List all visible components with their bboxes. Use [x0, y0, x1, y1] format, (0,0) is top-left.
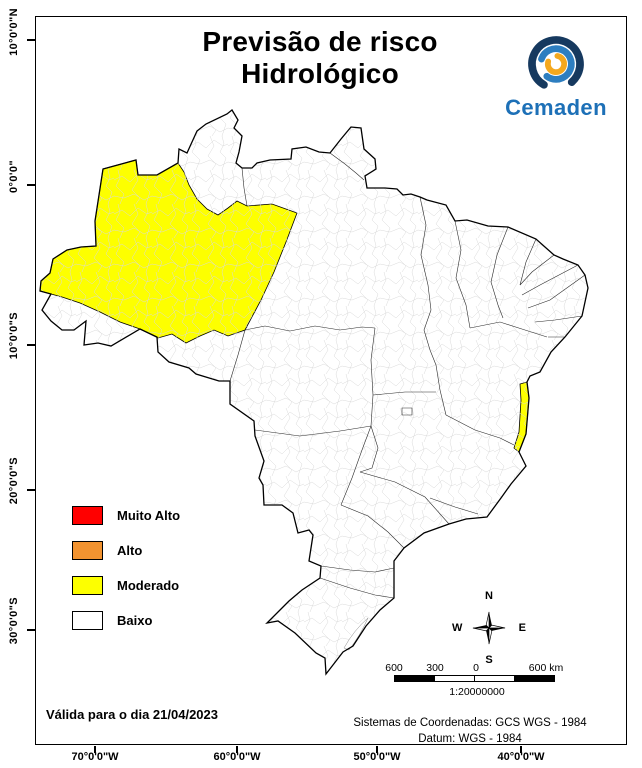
legend-label-alto: Alto: [117, 542, 143, 558]
scale-bar-segments: [394, 675, 555, 682]
compass-star-icon: [472, 611, 506, 645]
legend-swatch-baixo: [72, 610, 103, 630]
legend-swatch-muito-alto: [72, 505, 103, 525]
lat-label-30s: 30°0'0"S: [8, 597, 20, 645]
state-boundaries: [229, 152, 586, 599]
lon-tick: [520, 746, 522, 753]
lat-tick: [27, 184, 35, 186]
scale-bar: 600 300 0 600 km 1:20000000: [385, 662, 564, 698]
lon-label-50w: 50°0'0"W: [353, 751, 401, 763]
scale-segment: [474, 675, 515, 682]
compass-north-label: N: [485, 590, 493, 602]
title-line-2: Hidrológico: [241, 57, 399, 89]
lon-label-70w: 70°0'0"W: [71, 751, 119, 763]
compass-west-label: W: [452, 622, 463, 634]
legend-row-baixo: Baixo: [72, 610, 180, 630]
lon-tick: [376, 746, 378, 753]
scale-ratio: 1:20000000: [449, 686, 505, 698]
scale-segment: [394, 675, 435, 682]
lat-label-10n: 10°0'0"N: [8, 8, 20, 56]
legend-label-muito-alto: Muito Alto: [117, 507, 181, 523]
title-line-1: Previsão de risco: [202, 26, 438, 57]
lon-label-40w: 40°0'0"W: [497, 751, 545, 763]
page-title: Previsão de risco Hidrológico: [140, 26, 500, 90]
brazil-map-svg: [39, 109, 589, 675]
lat-tick: [27, 489, 35, 491]
datum-text: Datum: WGS - 1984: [418, 732, 522, 745]
lat-tick: [27, 629, 35, 631]
cemaden-eye-icon: [528, 36, 584, 92]
scale-segment: [434, 675, 475, 682]
attribution: Sistemas de Coordenadas: GCS WGS - 1984 …: [310, 716, 630, 747]
legend-row-moderado: Moderado: [72, 575, 180, 595]
scale-label-0: 0: [473, 662, 479, 674]
lat-label-0: 0°0'0": [8, 160, 20, 193]
scale-label-300: 300: [426, 662, 444, 674]
legend-row-muito-alto: Muito Alto: [72, 505, 180, 525]
lon-tick: [236, 746, 238, 753]
legend-swatch-moderado: [72, 575, 103, 595]
lagoa-dos-patos: [343, 617, 369, 651]
compass-south-label: S: [485, 654, 493, 666]
compass-east-label: E: [518, 622, 526, 634]
risk-legend: Muito Alto Alto Moderado Baixo: [72, 505, 180, 645]
lat-tick: [27, 39, 35, 41]
scale-segment: [514, 675, 555, 682]
compass-rose: N S W E: [451, 590, 527, 666]
legend-row-alto: Alto: [72, 540, 180, 560]
lon-tick: [94, 746, 96, 753]
lat-tick: [27, 344, 35, 346]
coordinate-system-text: Sistemas de Coordenadas: GCS WGS - 1984: [353, 717, 587, 729]
cemaden-logo: Cemaden: [487, 34, 625, 121]
legend-label-moderado: Moderado: [117, 577, 180, 593]
lat-label-10s: 10°0'0"S: [8, 312, 20, 360]
scale-label-600km: 600 km: [528, 662, 564, 674]
logo-wordmark: Cemaden: [505, 95, 607, 120]
scale-label-600: 600: [385, 662, 403, 674]
lat-label-20s: 20°0'0"S: [8, 457, 20, 505]
legend-label-baixo: Baixo: [117, 612, 153, 628]
legend-swatch-alto: [72, 540, 103, 560]
lon-label-60w: 60°0'0"W: [213, 751, 261, 763]
validity-note: Válida para o dia 21/04/2023: [46, 707, 218, 722]
